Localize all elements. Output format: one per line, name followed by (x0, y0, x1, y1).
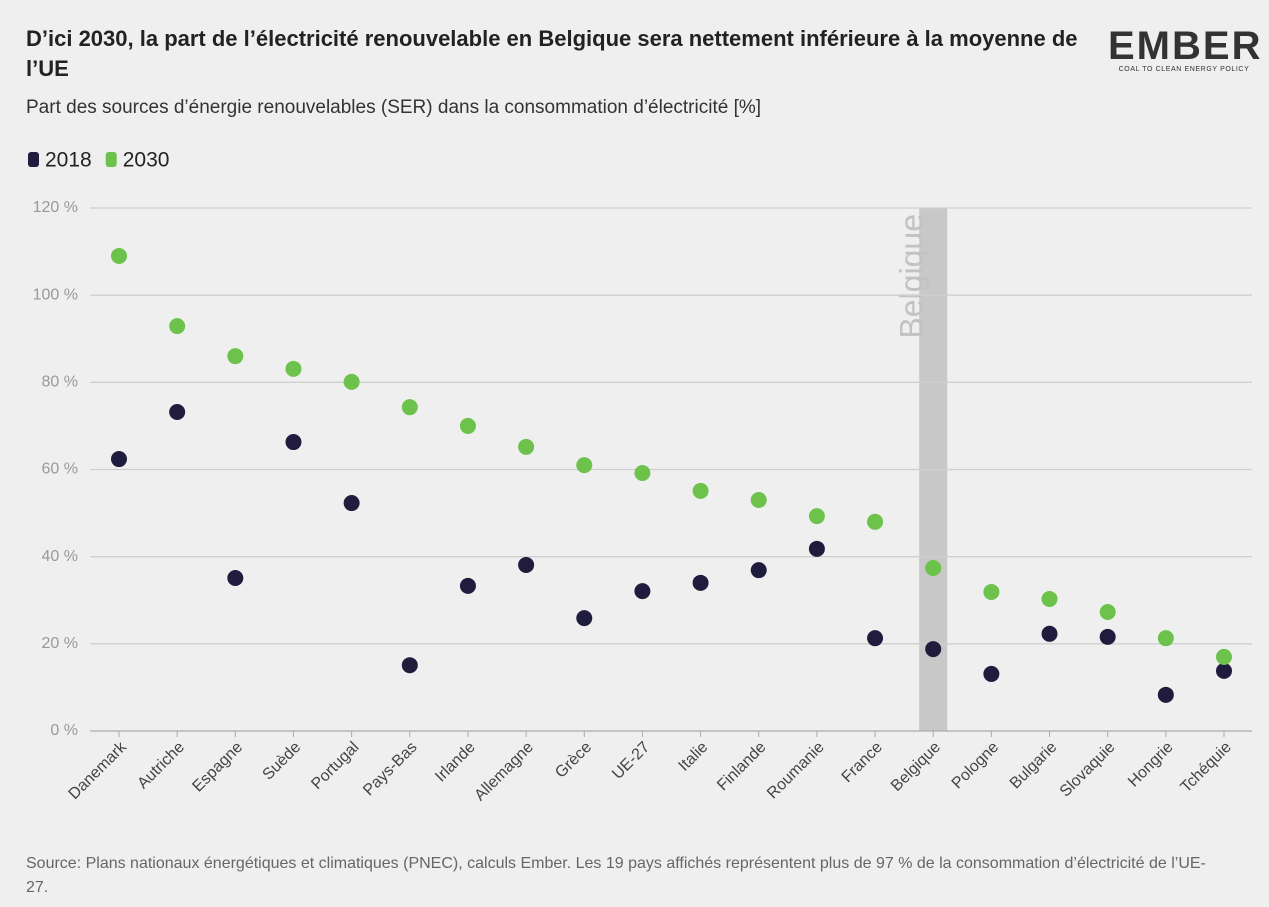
dot (169, 403, 186, 420)
dot (227, 348, 244, 365)
x-tick-label: Finlande (714, 739, 770, 795)
dot (576, 610, 593, 627)
x-tick-label: Suède (260, 739, 305, 784)
dot (983, 665, 1000, 682)
dot (111, 451, 127, 468)
dot (808, 508, 825, 525)
dot (1157, 630, 1174, 647)
dot (925, 559, 942, 576)
y-tick-label: 60 % (42, 461, 78, 478)
x-tick-label: Bulgarie (1007, 739, 1061, 793)
x-tick-label: Tchéquie (1178, 739, 1235, 796)
x-tick-label: Irlande (432, 739, 479, 786)
logo: EMBER COAL TO CLEAN ENERGY POLICY (1108, 26, 1260, 73)
dot (1157, 686, 1174, 703)
legend-label: 2018 (45, 149, 92, 172)
x-tick-label: Pays-Bas (360, 739, 420, 799)
dot (983, 583, 1000, 600)
dot (518, 556, 535, 573)
x-tick-label: Belgique (888, 739, 944, 795)
dot (285, 360, 302, 377)
legend-swatch (105, 152, 117, 167)
x-tick-label: Danemark (66, 738, 131, 803)
dot (343, 495, 360, 512)
y-tick-label: 0 % (50, 722, 78, 739)
dot (227, 570, 244, 587)
x-tick-label: Hongrie (1125, 739, 1177, 791)
dot (1041, 590, 1058, 607)
dot (692, 482, 709, 499)
dot (111, 247, 127, 264)
y-tick-label: 120 % (33, 199, 78, 216)
x-tick-label: Espagne (189, 739, 246, 796)
y-tick-label: 100 % (33, 286, 78, 303)
y-tick-label: 20 % (42, 635, 78, 652)
x-tick-label: Pologne (949, 739, 1003, 793)
x-tick-label: France (839, 739, 886, 786)
y-tick-label: 80 % (42, 374, 78, 391)
dot (459, 417, 476, 434)
dot (925, 641, 942, 658)
logo-name: EMBER (1108, 24, 1263, 68)
dot (634, 464, 651, 481)
x-tick-label: Allemagne (471, 739, 537, 805)
dot (1216, 662, 1232, 679)
dot (401, 399, 418, 416)
dot (169, 318, 186, 335)
dot (867, 513, 884, 530)
legend-label: 2030 (123, 149, 170, 172)
x-tick-label: Portugal (308, 739, 362, 793)
dot (1099, 604, 1116, 621)
logo-tagline: COAL TO CLEAN ENERGY POLICY (1118, 66, 1250, 73)
y-tick-label: 40 % (42, 548, 78, 565)
highlight-label: Belgique (894, 214, 930, 339)
dot (459, 577, 476, 594)
dot (750, 492, 767, 509)
dot (634, 583, 651, 600)
dot (1041, 625, 1058, 642)
dot (285, 434, 302, 451)
dot (867, 630, 884, 647)
dot (518, 438, 535, 455)
dot (343, 373, 360, 390)
dot (808, 540, 825, 557)
source-note: Source: Plans nationaux énergétiques et … (26, 855, 1206, 896)
dot (750, 562, 767, 579)
x-tick-label: UE-27 (609, 739, 653, 783)
legend-swatch (28, 152, 39, 167)
dot (692, 574, 709, 591)
x-tick-label: Autriche (134, 739, 188, 793)
chart-subtitle: Part des sources d’énergie renouvelables… (26, 97, 762, 118)
x-tick-label: Grèce (552, 739, 595, 782)
chart-title: D’ici 2030, la part de l’électricité ren… (26, 26, 1078, 81)
dot (576, 457, 593, 474)
x-tick-label: Slovaquie (1057, 739, 1119, 801)
dot (401, 657, 418, 674)
dot (1216, 648, 1232, 665)
x-tick-label: Italie (675, 739, 711, 775)
x-tick-label: Roumanie (764, 739, 828, 803)
dot (1099, 628, 1116, 645)
